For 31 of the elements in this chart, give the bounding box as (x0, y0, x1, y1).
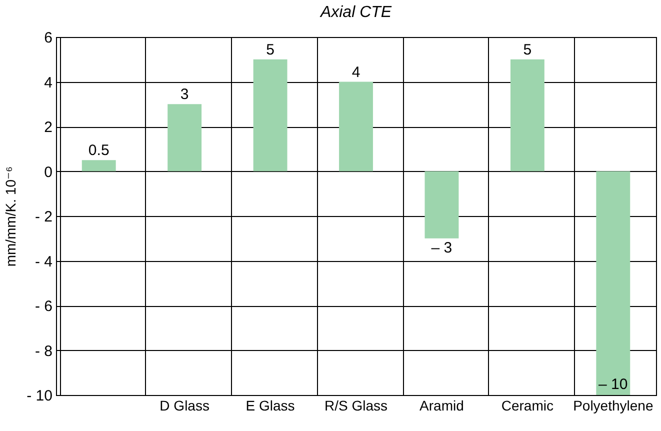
chart-title: Axial CTE (319, 4, 392, 21)
bar (339, 82, 373, 172)
data-label: 3 (180, 86, 189, 104)
data-label: – 3 (431, 239, 452, 256)
data-label: 4 (352, 64, 360, 81)
data-label: 5 (266, 41, 274, 58)
data-label: – 10 (598, 376, 628, 393)
y-tick-label: - 10 (26, 388, 52, 404)
bar (82, 160, 116, 172)
x-tick-label: Polyethylene (573, 398, 654, 414)
x-tick-label: Aramid (420, 398, 464, 414)
bar (424, 171, 459, 238)
x-tick-label: R/S Glass (324, 398, 388, 414)
y-tick-label: - 2 (34, 208, 52, 226)
y-tick-label: - 4 (34, 253, 52, 270)
data-label: 5 (523, 41, 532, 58)
x-tick-label: Ceramic (501, 398, 554, 414)
y-tick-label: 0 (44, 164, 52, 181)
bar (168, 104, 202, 172)
y-tick-label: 2 (44, 119, 52, 136)
bar (596, 171, 630, 395)
y-axis-title: mm/mm/K. 10⁻⁶ (2, 166, 19, 267)
y-tick-label: - 6 (34, 298, 52, 315)
bar (510, 59, 544, 172)
bar (253, 59, 288, 172)
y-tick-label: 6 (44, 30, 52, 46)
y-tick-label: 4 (44, 74, 52, 92)
x-tick-label: E Glass (246, 398, 295, 414)
data-label: 0.5 (88, 142, 110, 160)
x-tick-label: D Glass (160, 398, 210, 414)
y-tick-label: - 8 (34, 342, 52, 360)
